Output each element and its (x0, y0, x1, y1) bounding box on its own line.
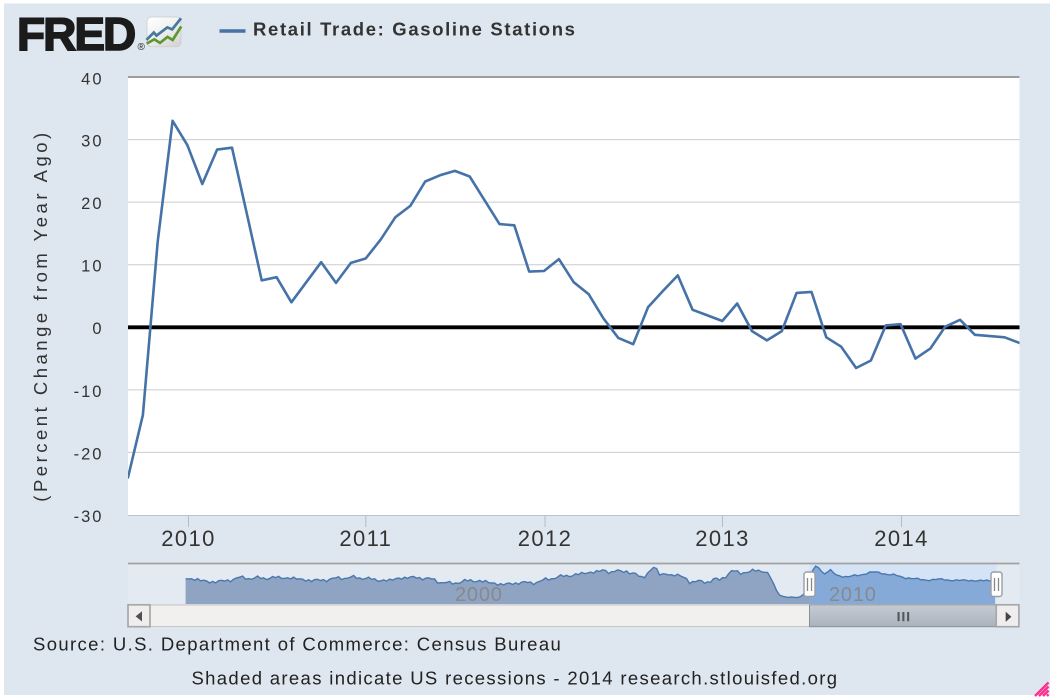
svg-text:Retail Trade: Gasoline Station: Retail Trade: Gasoline Stations (253, 19, 577, 40)
svg-text:Shaded areas indicate US reces: Shaded areas indicate US recessions - 20… (192, 668, 839, 689)
svg-text:0: 0 (92, 320, 103, 338)
svg-text:30: 30 (81, 133, 103, 151)
svg-text:®: ® (138, 42, 146, 53)
svg-text:2010: 2010 (161, 526, 216, 551)
svg-text:40: 40 (81, 70, 103, 88)
svg-text:2014: 2014 (874, 526, 929, 551)
svg-text:(Percent Change from Year Ago): (Percent Change from Year Ago) (30, 129, 51, 501)
svg-text:2012: 2012 (518, 526, 573, 551)
svg-text:2011: 2011 (339, 526, 392, 551)
svg-text:10: 10 (81, 258, 103, 276)
svg-text:-20: -20 (74, 445, 104, 463)
svg-text:2000: 2000 (455, 584, 503, 606)
svg-text:FRED: FRED (17, 8, 135, 60)
svg-text:20: 20 (81, 195, 103, 213)
svg-text:2013: 2013 (695, 526, 750, 551)
svg-text:-30: -30 (74, 508, 104, 526)
svg-text:-10: -10 (74, 383, 104, 401)
svg-text:2010: 2010 (829, 584, 877, 606)
svg-text:Source: U.S. Department of Com: Source: U.S. Department of Commerce: Cen… (33, 634, 562, 655)
